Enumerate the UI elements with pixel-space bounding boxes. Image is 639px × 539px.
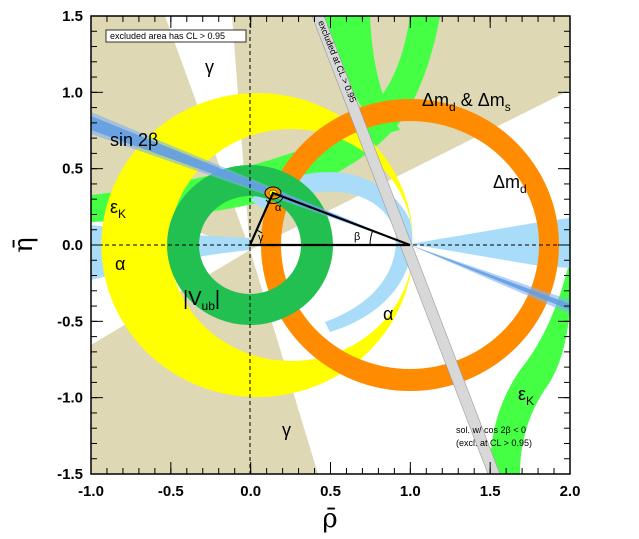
x-tick-label: 0.5 [320,483,341,500]
vub-label: |Vub| [183,288,220,313]
sin2b-label: sin 2β [110,130,158,150]
x-tick-label: -0.5 [158,483,184,500]
x-tick-label: 1.0 [400,483,421,500]
triangle-gamma-label: γ [258,232,264,244]
excluded-legend-box [105,29,247,43]
vub-ring [167,165,333,325]
epsk-label-left: εK [110,197,126,221]
axis-ticks: -1.0 -0.5 0.0 0.5 1.0 1.5 2.0-1.5-1.0-0.50.00.… [57,8,580,500]
triangle-beta-label: β [354,231,360,243]
y-tick-label: -0.5 [57,313,83,330]
excluded-legend-text: excluded area has CL > 0.95 [110,31,225,41]
gamma-label-top: γ [205,57,214,77]
y-tick-label: 1.0 [62,84,83,101]
x-tick-label: 1.5 [480,483,501,500]
epsk-band-lower [490,260,570,474]
y-tick-label: 0.5 [62,161,83,178]
alpha-arc [265,196,284,204]
gamma-label-bottom: γ [282,420,291,440]
x-axis-title: ρ̄ [322,504,337,534]
x-tick-label: -1.0 [78,483,104,500]
x-tick-label: 2.0 [560,483,581,500]
alpha-label-bottom: α [383,304,393,324]
epsk-label-right: εK [518,384,534,408]
sol-note-line-1: sol. w/ cos 2β < 0 [456,425,526,435]
y-tick-label: -1.0 [57,390,83,407]
x-tick-label: 0.0 [240,483,261,500]
sol-note-line-2: (excl. at CL > 0.95) [456,438,532,448]
y-tick-label: 1.5 [62,8,83,25]
dmd-ring [101,93,414,398]
triangle-alpha-label: α [275,202,282,214]
dmd-dms-label: Δmd & Δms [422,90,511,114]
alpha-label-left: α [115,254,125,274]
beta-arc [369,229,374,246]
y-tick-label: 0.0 [62,237,83,254]
alpha-band-right [410,218,570,268]
sin2b-band-outer [91,112,570,314]
unitarity-triangle [248,191,411,247]
gamma-arc [255,229,263,234]
dmd-label: Δmd [493,172,527,196]
y-axis-title: η̄ [9,237,39,253]
y-tick-label: -1.5 [57,466,83,483]
